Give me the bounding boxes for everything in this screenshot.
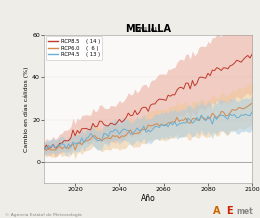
Legend: RCP8.5    ( 14 ), RCP6.0    (  6 ), RCP4.5    ( 13 ): RCP8.5 ( 14 ), RCP6.0 ( 6 ), RCP4.5 ( 13… bbox=[46, 36, 102, 60]
Text: A: A bbox=[213, 206, 221, 216]
Title: MELILLA: MELILLA bbox=[125, 24, 171, 34]
Y-axis label: Cambio en días cálidos (%): Cambio en días cálidos (%) bbox=[24, 66, 29, 152]
Text: © Agencia Estatal de Meteorología: © Agencia Estatal de Meteorología bbox=[5, 213, 82, 217]
X-axis label: Año: Año bbox=[141, 194, 155, 203]
Text: met: met bbox=[237, 207, 253, 216]
Text: ANUAL: ANUAL bbox=[136, 27, 160, 33]
Text: E: E bbox=[226, 206, 233, 216]
